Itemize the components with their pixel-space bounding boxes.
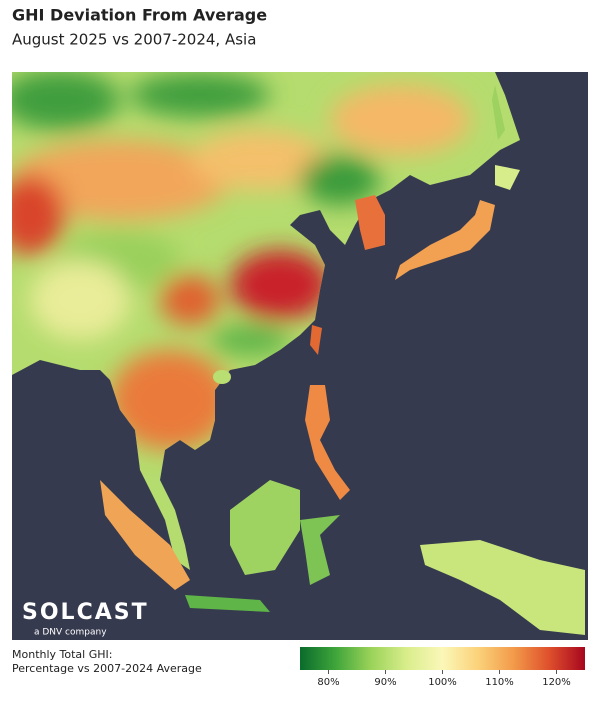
colorbar-tick-label: 90% — [374, 677, 396, 688]
colorbar-tick-label: 120% — [542, 677, 571, 688]
map-subtitle: August 2025 vs 2007-2024, Asia — [12, 31, 256, 49]
colorbar-tick-label: 100% — [428, 677, 457, 688]
legend-title: Percentage vs 2007-2024 Average — [12, 662, 202, 675]
islands — [100, 85, 585, 635]
map-title: GHI Deviation From Average — [12, 6, 267, 25]
logo-tagline: a DNV company — [34, 628, 107, 638]
legend-title: Monthly Total GHI: — [12, 648, 112, 661]
colorbar-tick-label: 110% — [485, 677, 514, 688]
logo-name: SOLCAST — [22, 600, 149, 625]
colorbar-tick-label: 80% — [317, 677, 339, 688]
colorbar — [300, 647, 585, 670]
